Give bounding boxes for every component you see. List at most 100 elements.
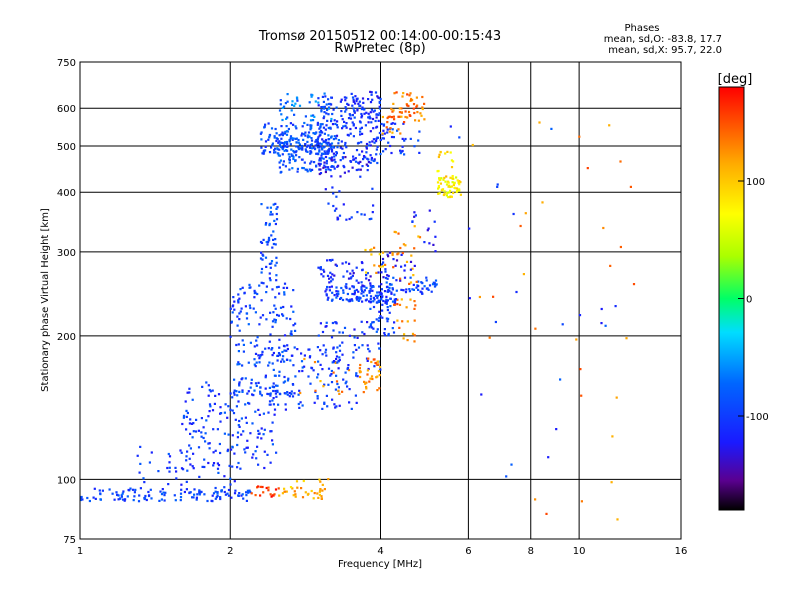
data-point [346,102,349,105]
data-point [320,131,323,134]
data-point [349,114,352,117]
data-point [335,355,339,358]
data-point [302,138,305,141]
data-point [404,137,407,141]
data-point [259,240,263,244]
data-point [360,281,363,284]
data-point [360,116,363,119]
data-point [237,461,240,465]
data-point [341,147,344,150]
data-point [338,190,341,193]
data-point [261,353,264,356]
y-axis-label: Stationary phase Virtual Height [km] [40,208,51,392]
data-point [359,127,362,130]
data-point [365,151,368,154]
data-point [423,102,426,105]
data-point [354,160,358,163]
colorbar-tick-label: -100 [746,412,769,423]
data-point [312,146,315,149]
data-point [395,279,398,282]
data-point [376,294,380,297]
data-point [282,344,286,347]
data-point [284,130,287,133]
data-point [374,91,378,94]
data-point [207,415,210,418]
data-point [278,392,281,395]
data-point [268,262,271,265]
data-point [245,494,248,497]
data-point [180,451,183,454]
data-point [365,387,368,390]
data-point [439,182,442,185]
data-point [376,328,379,331]
data-point [370,93,373,96]
data-point [442,178,445,181]
data-point [413,225,416,228]
data-point [561,323,564,326]
data-point [329,102,332,106]
data-point [368,291,371,294]
data-point [198,493,201,496]
data-point [131,488,135,491]
data-point [376,95,379,98]
data-point [392,258,395,261]
data-point [406,93,409,96]
data-point [440,189,443,192]
data-point [248,286,251,289]
data-point [372,138,375,141]
data-point [342,151,345,155]
data-point [228,464,231,467]
data-point [273,136,276,139]
data-point [250,492,253,495]
data-point [365,111,368,114]
data-point [297,141,300,144]
data-point [394,122,397,125]
data-point [139,462,142,465]
data-point [492,295,495,298]
data-point [322,117,325,120]
data-point [335,137,338,140]
data-point [207,442,210,445]
data-point [380,271,383,274]
data-point [317,97,320,100]
data-point [263,450,266,453]
data-point [348,113,351,116]
data-point [406,104,409,107]
data-point [452,191,455,195]
data-point [417,288,420,291]
data-point [286,116,289,119]
data-point [275,279,278,282]
data-point [236,394,239,397]
data-point [323,107,326,110]
data-point [403,264,407,267]
data-point [281,350,284,354]
data-point [391,253,394,256]
data-point [277,154,280,157]
data-point [203,465,206,469]
data-point [417,119,420,122]
x-tick-label: 8 [528,546,534,557]
data-point [284,392,287,395]
data-point [309,119,313,122]
data-point [372,127,375,130]
data-point [296,167,299,170]
data-point [295,154,298,157]
data-point [216,467,220,470]
data-point [334,154,337,157]
data-point [260,146,263,149]
data-point [330,381,334,384]
data-point [388,311,391,314]
data-point [418,151,421,154]
data-point [391,287,394,290]
data-point [233,480,236,483]
data-point [456,189,460,192]
data-point [456,179,459,182]
data-point [401,252,404,255]
data-point [237,343,240,346]
data-point [330,285,333,288]
data-point [275,451,278,454]
data-point [325,162,328,165]
data-point [370,375,374,378]
data-point [205,419,208,422]
data-point [319,172,323,175]
